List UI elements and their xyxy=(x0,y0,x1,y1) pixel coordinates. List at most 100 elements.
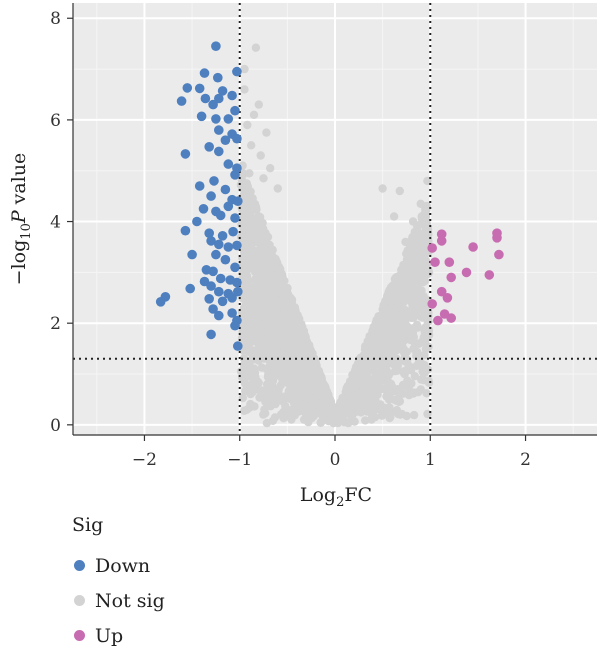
down-point xyxy=(214,239,224,250)
down-point xyxy=(200,93,211,104)
not-sig-point xyxy=(242,299,251,308)
y-tick-label: 4 xyxy=(50,213,61,233)
down-point xyxy=(211,249,221,260)
not-sig-point xyxy=(421,322,430,332)
not-sig-point xyxy=(283,377,292,386)
not-sig-point xyxy=(252,302,262,311)
not-sig-point xyxy=(414,252,423,262)
not-sig-point xyxy=(267,372,276,381)
not-sig-point xyxy=(421,227,430,236)
down-point xyxy=(204,294,214,304)
not-sig-point xyxy=(247,199,256,208)
not-sig-point xyxy=(273,184,282,193)
not-sig-point xyxy=(356,399,365,408)
not-sig-point xyxy=(359,387,368,396)
y-tick-label: 8 xyxy=(50,9,61,29)
not-sig-point xyxy=(243,240,252,249)
not-sig-point xyxy=(376,362,386,371)
not-sig-point xyxy=(385,403,394,412)
down-point xyxy=(155,297,166,307)
down-point xyxy=(206,191,216,201)
not-sig-point xyxy=(350,366,360,375)
down-point xyxy=(230,320,240,331)
not-sig-point xyxy=(283,361,292,370)
not-sig-point xyxy=(302,408,312,418)
down-point xyxy=(233,341,243,351)
down-point xyxy=(230,170,240,180)
not-sig-point xyxy=(239,354,249,363)
legend-dot-not-sig xyxy=(74,595,85,606)
not-sig-point xyxy=(418,367,427,376)
up-point xyxy=(427,299,438,309)
down-point xyxy=(220,135,231,145)
not-sig-point xyxy=(399,367,409,376)
not-sig-point xyxy=(361,416,370,425)
not-sig-point xyxy=(254,264,264,274)
not-sig-point xyxy=(399,260,408,270)
not-sig-point xyxy=(257,386,266,395)
not-sig-point xyxy=(240,204,250,213)
not-sig-point xyxy=(284,302,293,311)
not-sig-point xyxy=(401,348,410,357)
not-sig-point xyxy=(341,401,350,411)
not-sig-point xyxy=(276,410,286,419)
legend-dot-down xyxy=(74,560,85,571)
x-tick-label: 2 xyxy=(520,450,531,470)
down-point xyxy=(215,273,226,284)
up-point xyxy=(461,267,472,278)
not-sig-point xyxy=(402,379,412,388)
not-sig-point xyxy=(251,281,261,290)
not-sig-point xyxy=(300,400,310,409)
not-sig-point xyxy=(404,276,413,285)
not-sig-point xyxy=(251,43,261,52)
not-sig-point xyxy=(373,387,382,396)
not-sig-point xyxy=(288,309,297,319)
down-point xyxy=(214,93,224,104)
not-sig-point xyxy=(323,390,332,399)
legend-label-down: Down xyxy=(95,554,151,577)
not-sig-point xyxy=(239,224,248,234)
down-point xyxy=(196,111,207,122)
down-point xyxy=(211,41,221,51)
not-sig-point xyxy=(420,350,429,360)
not-sig-point xyxy=(365,333,375,342)
not-sig-point xyxy=(261,409,270,418)
down-point xyxy=(227,308,237,318)
up-point xyxy=(436,236,447,246)
not-sig-point xyxy=(395,288,405,297)
x-tick-label: 1 xyxy=(425,450,436,470)
not-sig-point xyxy=(266,358,275,367)
not-sig-point xyxy=(416,199,425,208)
down-point xyxy=(176,96,187,106)
not-sig-point xyxy=(300,333,309,343)
up-point xyxy=(436,229,447,239)
not-sig-point xyxy=(405,268,414,277)
not-sig-point xyxy=(297,380,307,389)
down-point xyxy=(227,293,237,303)
down-point xyxy=(180,225,191,236)
not-sig-point xyxy=(241,315,250,324)
legend-item-not-sig: Not sig xyxy=(70,583,270,618)
not-sig-point xyxy=(271,286,280,295)
up-point xyxy=(494,249,504,260)
not-sig-point xyxy=(394,394,403,404)
not-sig-point xyxy=(309,363,318,372)
not-sig-point xyxy=(256,151,265,160)
not-sig-point xyxy=(294,314,304,323)
x-tick-label: −1 xyxy=(227,450,252,470)
not-sig-point xyxy=(305,343,314,353)
not-sig-point xyxy=(268,416,278,425)
down-point xyxy=(201,265,212,275)
legend-title: Sig xyxy=(72,514,104,536)
not-sig-point xyxy=(334,405,343,415)
not-sig-point xyxy=(250,402,259,411)
not-sig-point xyxy=(387,304,396,313)
not-sig-point xyxy=(380,316,389,325)
not-sig-point xyxy=(397,310,406,320)
down-point xyxy=(227,90,237,101)
not-sig-point xyxy=(318,382,327,391)
down-point xyxy=(232,277,242,288)
not-sig-point xyxy=(254,212,263,221)
not-sig-point xyxy=(270,333,280,342)
not-sig-point xyxy=(362,404,372,414)
